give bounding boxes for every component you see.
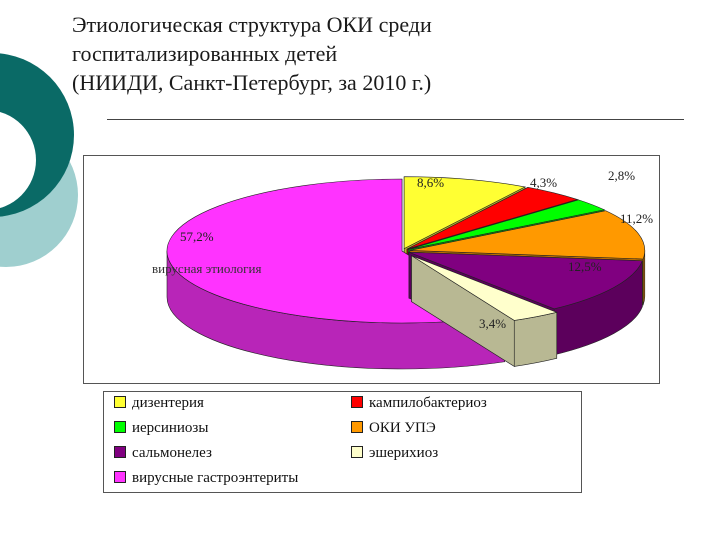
slice-top (408, 199, 606, 250)
legend-label: вирусные гастроэнтериты (132, 470, 299, 486)
slice-top (403, 176, 526, 250)
legend-item-salmonellosis: сальмонелез (114, 445, 212, 462)
slice-top (411, 255, 558, 321)
legend-item-yersiniosis: иерсиниозы (114, 420, 208, 437)
data-label-oki-upe: 11,2% (620, 211, 653, 226)
legend-label: иерсиниозы (132, 420, 209, 436)
legend-item-oki-upe: ОКИ УПЭ (351, 420, 436, 437)
title-divider (107, 119, 684, 120)
data-label-campylobacteriosis: 4,3% (530, 175, 557, 190)
legend-label: сальмонелез (132, 445, 212, 461)
annotation-viral-etiology: вирусная этиология (152, 261, 261, 276)
legend-swatch (351, 396, 363, 408)
legend-swatch (114, 396, 126, 408)
legend-item-escherichiosis: эшерихиоз (351, 445, 438, 462)
data-label-escherichiosis: 3,4% (479, 316, 506, 331)
title-line-1: Этиологическая структура ОКИ среди (72, 12, 432, 37)
data-label-dysentery: 8,6% (417, 175, 444, 190)
legend-item-dysentery: дизентерия (114, 395, 204, 412)
title-line-3: (НИИДИ, Санкт-Петербург, за 2010 г.) (72, 70, 432, 95)
data-label-yersiniosis: 2,8% (608, 168, 635, 183)
decor-circle-white (0, 112, 36, 208)
pie-chart: 8,6% 4,3% 2,8% 11,2% 12,5% 3,4% 57,2% вирусная… (152, 168, 653, 370)
chart-legend: дизентерия кампилобактериоз иерсиниозы О… (103, 391, 582, 493)
legend-swatch (114, 471, 126, 483)
slide-decoration (0, 53, 78, 267)
chart-area: 8,6% 4,3% 2,8% 11,2% 12,5% 3,4% 57,2% вирусная… (83, 155, 660, 384)
legend-item-viral-gastroenteritis: вирусные гастроэнтериты (114, 470, 298, 487)
title-line-2: госпитализированных детей (72, 41, 338, 66)
data-label-viral-gastroenteritis: 57,2% (180, 229, 214, 244)
pie-slices (166, 176, 646, 370)
legend-label: ОКИ УПЭ (369, 420, 436, 436)
slice-top (408, 251, 643, 310)
legend-label: эшерихиоз (369, 445, 439, 461)
slice-top (409, 210, 646, 260)
slide-title: Этиологическая структура ОКИ среди госпи… (72, 10, 692, 97)
legend-label: кампилобактериоз (369, 395, 487, 411)
legend-swatch (351, 421, 363, 433)
slice-rim (513, 311, 558, 367)
legend-label: дизентерия (132, 395, 204, 411)
pie-data-labels: 8,6% 4,3% 2,8% 11,2% 12,5% 3,4% 57,2% (180, 168, 653, 331)
data-label-salmonellosis: 12,5% (568, 259, 602, 274)
legend-swatch (114, 421, 126, 433)
pie-slice-escherichiosis (411, 255, 558, 367)
legend-item-campylobacteriosis: кампилобактериоз (351, 395, 487, 412)
legend-swatch (114, 446, 126, 458)
legend-swatch (351, 446, 363, 458)
slice-top (406, 187, 579, 250)
